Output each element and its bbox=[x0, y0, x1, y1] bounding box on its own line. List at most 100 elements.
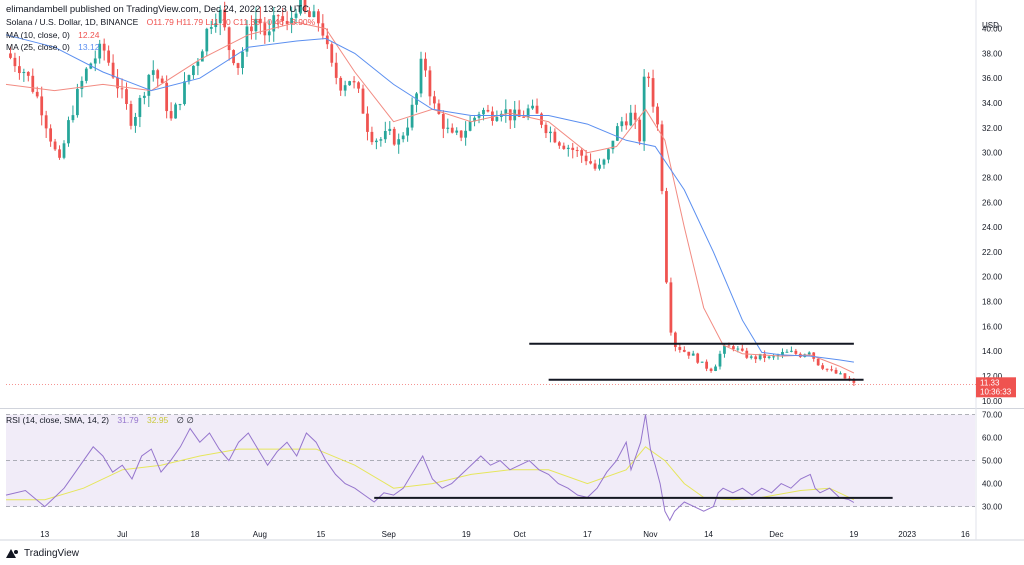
candle-body bbox=[696, 353, 700, 363]
rsi-line bbox=[5, 414, 855, 522]
candle-body bbox=[76, 88, 79, 116]
candle-body bbox=[406, 127, 410, 136]
price-tick-label: 18.00 bbox=[982, 298, 1003, 307]
candle-body bbox=[178, 104, 182, 106]
candle-body bbox=[772, 356, 775, 358]
candle-body bbox=[26, 71, 30, 76]
candle-body bbox=[540, 113, 543, 125]
candle-body bbox=[790, 350, 793, 352]
ma25-label: MA (25, close, 0) bbox=[6, 42, 70, 52]
candle-body bbox=[343, 85, 347, 91]
candle-body bbox=[321, 23, 325, 36]
candle-body bbox=[209, 27, 213, 29]
candle-body bbox=[482, 109, 485, 115]
candle-body bbox=[526, 108, 530, 118]
candle-body bbox=[709, 368, 713, 371]
candle-body bbox=[517, 109, 521, 117]
rsi-tick-label: 70.00 bbox=[982, 411, 1003, 420]
candle-body bbox=[620, 121, 624, 127]
candle-body bbox=[156, 70, 160, 79]
candle-body bbox=[241, 51, 244, 69]
candle-body bbox=[549, 131, 552, 134]
time-tick-label: 19 bbox=[462, 530, 471, 539]
price-axis-currency: USD bbox=[982, 21, 999, 30]
candle-body bbox=[557, 142, 561, 146]
time-tick-label: 16 bbox=[961, 530, 970, 539]
candle-body bbox=[223, 9, 227, 28]
price-tick-label: 40.00 bbox=[982, 25, 1003, 34]
tradingview-logo[interactable]: TradingView bbox=[6, 548, 79, 559]
price-tick-label: 26.00 bbox=[982, 198, 1003, 207]
time-tick-label: Oct bbox=[513, 530, 526, 539]
candle-body bbox=[192, 65, 195, 76]
candle-body bbox=[562, 145, 566, 149]
time-tick-label: Aug bbox=[253, 530, 267, 539]
rsi-tick-label: 50.00 bbox=[982, 457, 1003, 466]
candle-body bbox=[535, 105, 539, 114]
candle-body bbox=[299, 0, 302, 14]
candle-body bbox=[44, 115, 48, 129]
candle-body bbox=[812, 352, 816, 359]
candle-body bbox=[593, 163, 597, 169]
candle-body bbox=[93, 58, 97, 64]
candle-body bbox=[183, 81, 186, 105]
rsi-extra: ∅ ∅ bbox=[176, 415, 194, 425]
ma10-line bbox=[5, 21, 855, 374]
candle-body bbox=[290, 17, 293, 24]
ohlc-values: O11.79 H11.79 L11.10 C11.33 −0.46 −3.90% bbox=[146, 17, 316, 27]
rsi-label: RSI (14, close, SMA, 14, 2) bbox=[6, 415, 109, 425]
candle-body bbox=[352, 81, 356, 83]
candle-body bbox=[31, 75, 35, 92]
candle-body bbox=[281, 16, 285, 21]
candle-body bbox=[785, 351, 789, 353]
rsi-value: 31.79 bbox=[117, 415, 139, 425]
candle-body bbox=[598, 164, 601, 169]
candle-body bbox=[285, 20, 289, 24]
last-price-label: 11.33 bbox=[980, 378, 1000, 387]
candle-body bbox=[267, 31, 271, 36]
candle-body bbox=[718, 353, 722, 367]
candle-body bbox=[111, 62, 115, 78]
time-tick-label: Jul bbox=[117, 530, 127, 539]
candle-body bbox=[816, 358, 820, 366]
candle-body bbox=[227, 27, 231, 51]
price-tick-label: 28.00 bbox=[982, 173, 1003, 182]
candle-body bbox=[834, 369, 838, 374]
candle-body bbox=[433, 96, 436, 104]
candle-body bbox=[276, 15, 280, 17]
rsi-tick-label: 30.00 bbox=[982, 503, 1003, 512]
candle-body bbox=[749, 356, 753, 358]
candle-body bbox=[602, 159, 606, 165]
candle-body bbox=[839, 373, 842, 375]
candle-body bbox=[138, 97, 142, 117]
candle-body bbox=[852, 380, 856, 383]
candle-body bbox=[624, 121, 628, 126]
candle-body bbox=[339, 77, 343, 91]
candle-body bbox=[397, 139, 401, 145]
candle-body bbox=[107, 50, 111, 63]
symbol-name: Solana / U.S. Dollar, 1D, BINANCE bbox=[6, 17, 139, 27]
price-tick-label: 38.00 bbox=[982, 49, 1003, 58]
candle-body bbox=[794, 350, 798, 354]
candle-body bbox=[370, 131, 374, 143]
candle-body bbox=[665, 191, 668, 283]
candle-body bbox=[754, 356, 758, 360]
candle-body bbox=[53, 141, 57, 150]
candle-body bbox=[392, 128, 396, 145]
candle-body bbox=[325, 35, 329, 45]
price-tick-label: 36.00 bbox=[982, 74, 1003, 83]
candle-body bbox=[450, 127, 454, 133]
candle-body bbox=[669, 282, 673, 333]
candle-body bbox=[294, 13, 298, 18]
candle-body bbox=[486, 109, 490, 112]
candle-body bbox=[9, 53, 12, 58]
candle-body bbox=[424, 58, 427, 71]
candle-body bbox=[165, 82, 169, 112]
candle-body bbox=[647, 76, 650, 79]
candle-body bbox=[383, 131, 387, 140]
candle-body bbox=[575, 150, 579, 152]
candle-body bbox=[35, 91, 39, 97]
candle-body bbox=[375, 140, 378, 143]
candle-body bbox=[348, 81, 351, 86]
time-tick-label: 2023 bbox=[898, 530, 916, 539]
